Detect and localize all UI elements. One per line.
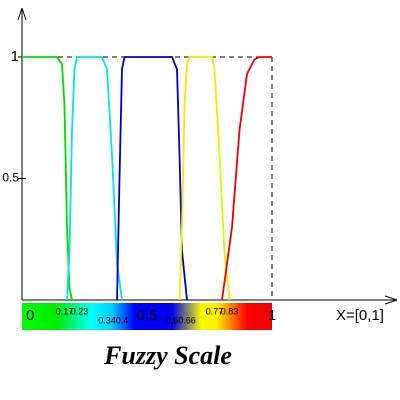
colorbar-label: 0.4 bbox=[116, 315, 129, 325]
x-arrow bbox=[384, 295, 398, 305]
y-arrow bbox=[17, 7, 27, 21]
colorbar-label: 0.83 bbox=[221, 306, 239, 316]
chart-title: Fuzzy Scale bbox=[103, 341, 232, 370]
membership-line bbox=[178, 56, 231, 301]
colorbar-label: 0.66 bbox=[178, 315, 196, 325]
colorbar-label: 0.17 bbox=[56, 306, 74, 316]
membership-line bbox=[66, 56, 123, 301]
color-bar bbox=[22, 303, 272, 330]
membership-line bbox=[221, 56, 272, 301]
membership-line bbox=[116, 56, 188, 301]
colorbar-label: 0.34 bbox=[98, 315, 116, 325]
colorbar-label: 0.6 bbox=[166, 315, 179, 325]
colorbar-label: 1 bbox=[268, 307, 276, 324]
x-axis-label: X=[0,1] bbox=[336, 307, 384, 324]
y-tick-label: 1 bbox=[11, 48, 19, 65]
colorbar-label: 0.23 bbox=[71, 306, 89, 316]
colorbar-label: 0 bbox=[26, 307, 34, 324]
colorbar-label: 0.77 bbox=[206, 306, 224, 316]
colorbar-label: 0.5 bbox=[137, 307, 158, 324]
y-tick-label: 0.5 bbox=[2, 171, 19, 185]
membership-line bbox=[22, 56, 73, 301]
